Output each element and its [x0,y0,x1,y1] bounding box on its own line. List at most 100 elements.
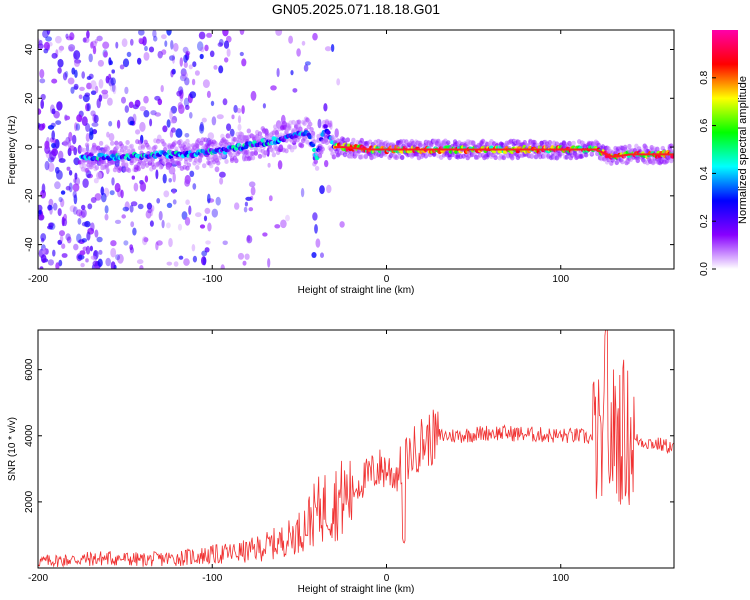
spectrogram-cell [131,175,135,180]
spectrogram-cell [41,183,46,194]
spectrogram-cell [178,104,185,114]
spectrogram-cell [108,57,112,66]
spectrogram-cell [59,230,65,237]
spectrogram-cell [199,121,204,132]
colorbar-label: Normalized spectral amplitude [737,76,749,224]
spectrogram-cell [153,35,158,42]
spectrogram-cell [195,143,200,149]
spectrogram-cell [90,90,97,95]
spectrogram-cell [69,145,75,151]
spectrogram-cell [68,131,73,142]
spectrogram-cell [68,44,76,52]
spectrogram-cell [85,132,90,142]
spectrogram-cell [58,45,65,51]
spectrogram-cell [323,103,328,112]
spectrogram-cell [115,144,121,150]
spectrogram-cell [105,75,110,84]
spectrogram-cell [96,171,103,180]
spectrogram-cell [243,206,248,213]
spectrogram-cell [288,35,293,44]
spectrogram-cell [42,30,49,39]
spectrogram-cell [129,120,135,126]
spectrogram-cell [180,68,187,77]
spectrogram-cell [72,206,78,215]
snr-y-axis-label: SNR (10 * v/v) [7,417,18,481]
spectrogram-cell [95,85,99,94]
spectrogram-cell [88,53,93,63]
spectrogram-cell [70,86,75,94]
spectrogram-cell [224,57,229,63]
spectrogram-cell [90,110,96,117]
spectrogram-cell [138,30,145,36]
spectrogram-cell [93,178,99,184]
spectrogram-cell [267,162,271,168]
spectrogram-cell [320,252,324,258]
spectrogram-cell [137,139,143,145]
spectrogram-cell [284,148,289,154]
spectrogram-cell [166,30,172,36]
spectrogram-cell [564,154,569,160]
spectrogram-cell [52,249,56,257]
spectrogram-cell [136,166,141,172]
spectrogram-cell [110,77,116,86]
spectrogram-cell [97,59,104,67]
spectrogram-cell [195,212,202,218]
spectrogram-cell [74,122,78,132]
spectrogram-cell [112,84,117,95]
spectrogram-cell [149,118,153,127]
spectrogram-cell [81,71,85,79]
spectrogram-cell [124,161,129,167]
spectrogram-cell [130,201,138,207]
spectrogram-cell [52,202,58,211]
spectrogram-cell [39,266,44,269]
y-tick-label: -40 [24,237,35,252]
spectrogram-cell [61,243,66,249]
spectrogram-cell [320,146,325,152]
y-tick-label: 0 [24,144,35,150]
spectrogram-cell [161,219,165,229]
x-tick-label: -200 [28,274,48,285]
spectrogram-cell [139,121,146,132]
spectrogram-cell [51,52,58,59]
x-tick-label: 100 [552,274,569,285]
spectrogram-cell [154,112,162,117]
spectrogram-cell [179,74,187,82]
spectrogram-cell [296,119,302,125]
snr-x-axis-label: Height of straight line (km) [298,584,415,595]
spectrogram-cell [446,140,451,146]
spectrogram-cell [109,190,115,196]
colorbar-bar [712,30,738,269]
spectrogram-cell [214,166,220,173]
spectrogram-cell [174,146,179,152]
spectrogram-cell [47,259,55,266]
spectrogram-cell [86,231,91,241]
spectrogram-cell [51,78,58,84]
spectrogram-y-ticks: -40 -20 0 20 40 [24,44,674,252]
spectrogram-cell [292,144,297,150]
spectrogram-cell [241,58,247,67]
x-tick-label: 0 [384,274,390,285]
spectrogram-cell [86,30,90,39]
spectrogram-cell [311,252,317,258]
colorbar-tick-label: 0.4 [699,166,710,180]
spectrogram-cell [270,148,275,153]
spectrogram-cell [197,41,204,52]
spectrogram-cell [201,117,207,123]
spectrogram-cell [66,166,71,171]
spectrogram-cell [267,258,271,268]
spectrogram-cell [107,97,113,106]
spectrogram-cell [244,201,248,207]
spectrogram-cell [163,190,170,198]
spectrogram-cell [655,146,660,152]
spectrogram-cell [84,167,90,173]
spectrogram-cell [133,182,139,192]
spectrogram-cell [226,48,231,57]
spectrogram-cell [57,67,62,74]
spectrogram-cell [114,219,122,224]
spectrogram-cell [139,106,147,112]
spectrogram-cell [237,115,242,124]
spectrogram-cell [234,158,239,164]
spectrogram-cell [153,144,158,150]
spectrogram-cell [75,123,81,131]
spectrogram-cell [245,149,250,155]
